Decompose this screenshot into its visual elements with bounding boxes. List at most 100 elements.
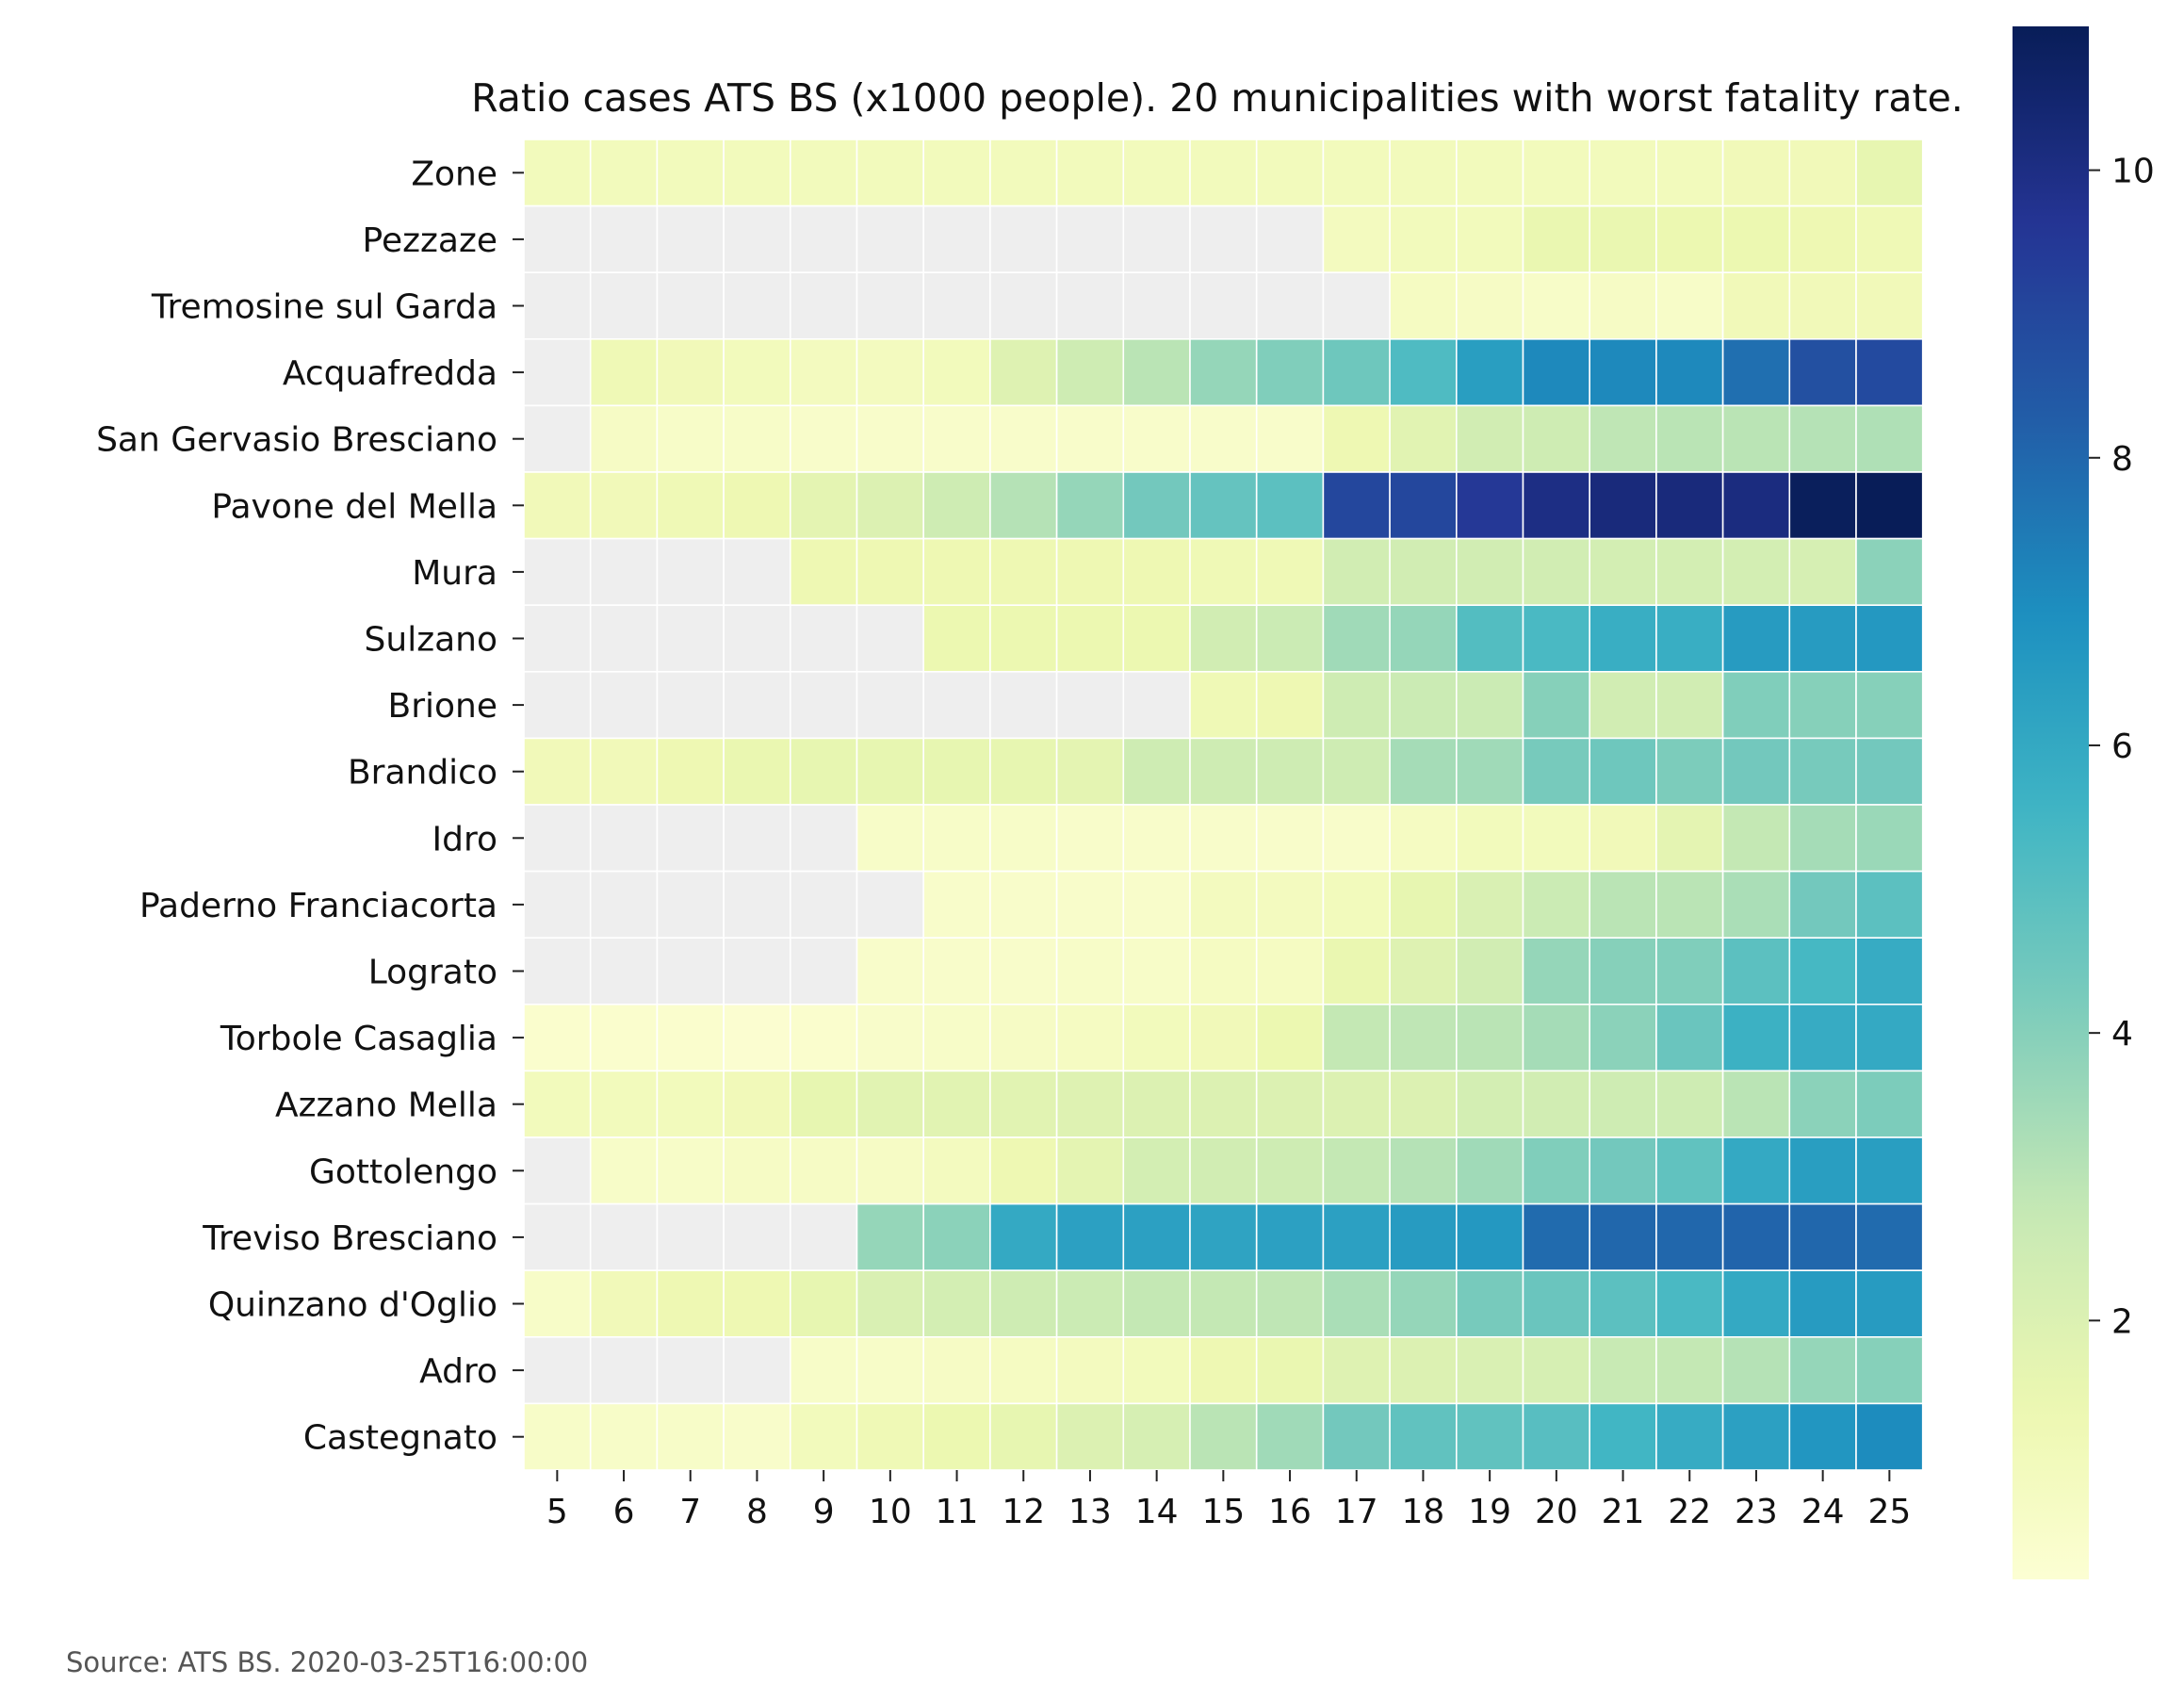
heatmap-cell-tremosine-sul-garda-5 (523, 271, 592, 340)
heatmap-cell-idro-5 (523, 804, 592, 873)
heatmap-cell-castegnato-16 (1255, 1402, 1325, 1471)
heatmap-cell-torbole-casaglia-14 (1122, 1004, 1191, 1072)
heatmap-cell-azzano-mella-16 (1255, 1070, 1325, 1138)
y-label: Adro (419, 1352, 497, 1391)
heatmap-cell-mura-19 (1456, 537, 1524, 606)
heatmap-cell-zone-25 (1855, 139, 1924, 207)
heatmap-cell-castegnato-7 (656, 1402, 725, 1471)
heatmap-cell-san-gervasio-bresciano-17 (1322, 404, 1391, 473)
heatmap-cell-sulzano-5 (523, 604, 592, 673)
heatmap-cell-paderno-franciacorta-19 (1456, 870, 1524, 939)
heatmap-cell-acquafredda-17 (1322, 337, 1391, 407)
source-note: Source: ATS BS. 2020-03-25T16:00:00 (66, 1646, 589, 1678)
x-label: 17 (1335, 1493, 1378, 1531)
heatmap-cell-sulzano-7 (656, 604, 725, 673)
heatmap-cell-lograto-12 (989, 937, 1058, 1005)
heatmap-cell-lograto-17 (1322, 937, 1391, 1005)
heatmap-cell-torbole-casaglia-24 (1788, 1004, 1857, 1072)
heatmap-cell-zone-13 (1055, 139, 1125, 207)
heatmap-cell-mura-5 (523, 537, 592, 606)
heatmap-cell-brandico-22 (1655, 737, 1724, 806)
heatmap-cell-torbole-casaglia-21 (1589, 1004, 1657, 1072)
heatmap-cell-brandico-9 (789, 737, 858, 806)
heatmap-cell-lograto-18 (1389, 937, 1458, 1005)
heatmap-cell-brione-6 (589, 670, 659, 740)
x-label: 14 (1135, 1493, 1179, 1531)
x-label: 15 (1201, 1493, 1245, 1531)
heatmap-cell-adro-20 (1522, 1336, 1590, 1405)
heatmap-cell-adro-7 (656, 1336, 725, 1405)
x-label: 22 (1668, 1493, 1711, 1531)
x-label: 13 (1068, 1493, 1112, 1531)
heatmap-cell-treviso-bresciano-17 (1322, 1202, 1391, 1271)
heatmap-cell-azzano-mella-19 (1456, 1070, 1524, 1138)
heatmap-cell-mura-21 (1589, 537, 1657, 606)
heatmap-cell-idro-25 (1855, 804, 1924, 873)
heatmap-cell-azzano-mella-9 (789, 1070, 858, 1138)
heatmap-cell-idro-12 (989, 804, 1058, 873)
heatmap-cell-brione-19 (1456, 670, 1524, 740)
heatmap-cell-lograto-6 (589, 937, 659, 1005)
heatmap-cell-gottolengo-8 (723, 1136, 791, 1205)
heatmap-cell-san-gervasio-bresciano-18 (1389, 404, 1458, 473)
heatmap-cell-zone-9 (789, 139, 858, 207)
colorbar-tick-label: 10 (2111, 153, 2155, 191)
heatmap-cell-tremosine-sul-garda-11 (922, 271, 991, 340)
heatmap-cell-san-gervasio-bresciano-5 (523, 404, 592, 473)
heatmap-cell-lograto-16 (1255, 937, 1325, 1005)
heatmap-cell-treviso-bresciano-5 (523, 1202, 592, 1271)
heatmap-cell-treviso-bresciano-19 (1456, 1202, 1524, 1271)
heatmap-cell-sulzano-10 (856, 604, 924, 673)
heatmap-cell-acquafredda-16 (1255, 337, 1325, 407)
y-label: San Gervasio Bresciano (96, 421, 497, 460)
heatmap-cell-torbole-casaglia-20 (1522, 1004, 1590, 1072)
heatmap-cell-idro-16 (1255, 804, 1325, 873)
heatmap-cell-sulzano-8 (723, 604, 791, 673)
heatmap-cell-idro-9 (789, 804, 858, 873)
heatmap-cell-quinzano-d-oglio-21 (1589, 1269, 1657, 1338)
heatmap-cell-tremosine-sul-garda-16 (1255, 271, 1325, 340)
heatmap-cell-torbole-casaglia-8 (723, 1004, 791, 1072)
heatmap-cell-azzano-mella-15 (1189, 1070, 1258, 1138)
heatmap-cell-azzano-mella-17 (1322, 1070, 1391, 1138)
heatmap-cell-pezzaze-10 (856, 204, 924, 274)
heatmap-cell-castegnato-18 (1389, 1402, 1458, 1471)
heatmap-cell-quinzano-d-oglio-14 (1122, 1269, 1191, 1338)
heatmap-cell-san-gervasio-bresciano-10 (856, 404, 924, 473)
heatmap-cell-treviso-bresciano-23 (1721, 1202, 1791, 1271)
heatmap-cell-gottolengo-24 (1788, 1136, 1857, 1205)
x-label: 24 (1801, 1493, 1845, 1531)
y-label: Tremosine sul Garda (151, 288, 497, 327)
y-label: Zone (411, 155, 497, 193)
heatmap-cell-quinzano-d-oglio-20 (1522, 1269, 1590, 1338)
heatmap-cell-brandico-6 (589, 737, 659, 806)
heatmap-cell-brione-10 (856, 670, 924, 740)
heatmap-cell-acquafredda-23 (1721, 337, 1791, 407)
heatmap-cell-acquafredda-11 (922, 337, 991, 407)
heatmap-cell-pezzaze-5 (523, 204, 592, 274)
heatmap-cell-adro-23 (1721, 1336, 1791, 1405)
heatmap-cell-gottolengo-20 (1522, 1136, 1590, 1205)
heatmap-cell-pezzaze-18 (1389, 204, 1458, 274)
heatmap-cell-zone-14 (1122, 139, 1191, 207)
heatmap-cell-castegnato-25 (1855, 1402, 1924, 1471)
heatmap-cell-treviso-bresciano-11 (922, 1202, 991, 1271)
y-label: Pavone del Mella (211, 487, 497, 526)
heatmap-cell-adro-13 (1055, 1336, 1125, 1405)
heatmap-cell-brandico-14 (1122, 737, 1191, 806)
heatmap-cell-mura-22 (1655, 537, 1724, 606)
heatmap-cell-zone-17 (1322, 139, 1391, 207)
heatmap-cell-pavone-del-mella-16 (1255, 471, 1325, 540)
heatmap-cell-mura-13 (1055, 537, 1125, 606)
heatmap-cell-acquafredda-24 (1788, 337, 1857, 407)
heatmap-cell-mura-6 (589, 537, 659, 606)
heatmap-cell-sulzano-17 (1322, 604, 1391, 673)
heatmap-cell-mura-17 (1322, 537, 1391, 606)
heatmap-cell-quinzano-d-oglio-18 (1389, 1269, 1458, 1338)
heatmap-cell-idro-21 (1589, 804, 1657, 873)
heatmap-cell-azzano-mella-8 (723, 1070, 791, 1138)
heatmap-cell-brione-15 (1189, 670, 1258, 740)
heatmap-cell-brione-23 (1721, 670, 1791, 740)
heatmap-cell-lograto-8 (723, 937, 791, 1005)
heatmap-cell-brione-8 (723, 670, 791, 740)
